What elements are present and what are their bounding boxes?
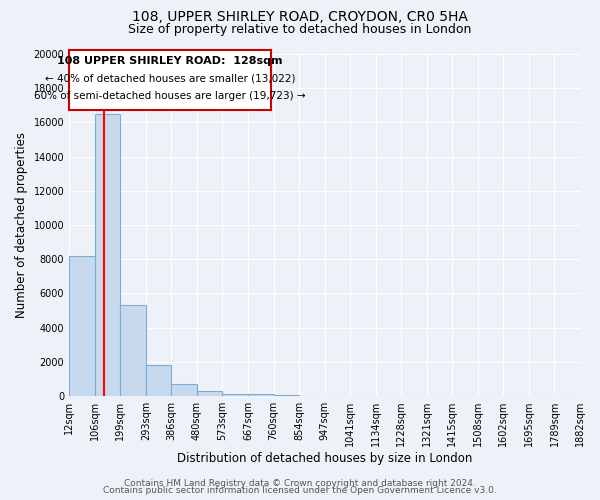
Text: Size of property relative to detached houses in London: Size of property relative to detached ho… [128,22,472,36]
X-axis label: Distribution of detached houses by size in London: Distribution of detached houses by size … [177,452,472,465]
Bar [95,114,120,396]
Bar [69,256,95,396]
Bar [197,391,223,396]
Text: 60% of semi-detached houses are larger (19,723) →: 60% of semi-detached houses are larger (… [34,91,306,101]
Bar [172,384,197,396]
Bar [274,395,299,396]
Bar [146,366,172,396]
Text: 108 UPPER SHIRLEY ROAD:  128sqm: 108 UPPER SHIRLEY ROAD: 128sqm [58,56,283,66]
Text: Contains public sector information licensed under the Open Government Licence v3: Contains public sector information licen… [103,486,497,495]
Bar [120,306,146,396]
Bar [248,394,274,396]
Text: ← 40% of detached houses are smaller (13,022): ← 40% of detached houses are smaller (13… [45,74,295,84]
Text: 108, UPPER SHIRLEY ROAD, CROYDON, CR0 5HA: 108, UPPER SHIRLEY ROAD, CROYDON, CR0 5H… [132,10,468,24]
Bar [223,394,248,396]
Y-axis label: Number of detached properties: Number of detached properties [15,132,28,318]
Text: Contains HM Land Registry data © Crown copyright and database right 2024.: Contains HM Land Registry data © Crown c… [124,478,476,488]
